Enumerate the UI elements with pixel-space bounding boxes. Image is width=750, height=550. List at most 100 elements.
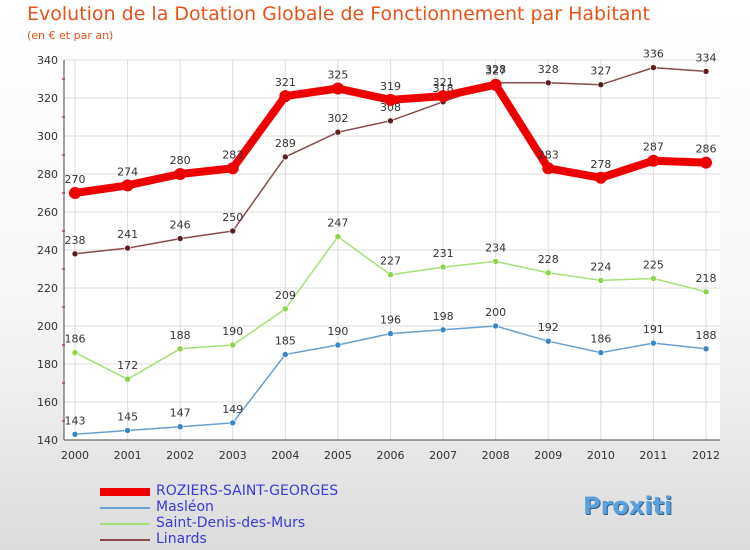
data-point (597, 277, 605, 284)
data-point (282, 153, 289, 161)
data-label: 238 (65, 234, 86, 247)
data-label: 334 (696, 51, 717, 64)
data-label: 198 (433, 310, 454, 323)
data-point (439, 263, 447, 271)
y-tick-label: 200 (37, 320, 58, 333)
legend-swatch (100, 507, 150, 509)
data-label: 172 (117, 359, 138, 372)
data-point (334, 233, 342, 240)
data-label: 147 (170, 407, 191, 420)
y-tick-label: 260 (37, 206, 58, 219)
data-point (492, 258, 499, 265)
data-label: 289 (275, 137, 296, 150)
x-tick-label: 2003 (219, 449, 247, 462)
x-tick-label: 2007 (429, 449, 457, 462)
x-tick-label: 2010 (587, 449, 615, 462)
x-tick-label: 2002 (166, 449, 194, 462)
legend-label: Linards (156, 531, 207, 547)
data-point (544, 269, 552, 277)
data-label: 188 (696, 329, 717, 342)
data-label: 218 (696, 272, 717, 285)
data-point (597, 81, 605, 88)
data-label: 190 (327, 325, 348, 338)
data-point (226, 162, 239, 175)
data-label: 321 (275, 76, 296, 89)
data-label: 186 (590, 333, 611, 346)
data-point (650, 64, 657, 71)
data-point (650, 275, 657, 282)
series-0: 270 274 280 283 321 325 319 321 327 283 278 287 286 (65, 65, 717, 199)
data-point (650, 339, 657, 347)
data-point (124, 244, 131, 252)
data-point (124, 427, 131, 434)
proxiti-logo: Proxiti (583, 492, 673, 520)
data-point (544, 79, 552, 87)
data-label: 270 (65, 173, 86, 186)
data-label: 143 (65, 414, 86, 427)
data-label: 274 (117, 165, 138, 178)
x-tick-label: 2000 (61, 449, 89, 462)
data-label: 149 (222, 403, 243, 416)
legend-swatch (100, 488, 150, 496)
data-point (700, 156, 712, 169)
data-point (702, 288, 710, 296)
data-label: 321 (433, 76, 454, 89)
data-point (594, 171, 607, 184)
y-tick-label: 180 (37, 358, 58, 371)
series-1: 143 145 147 149 185 190 196 198 200 192 186 191 188 (65, 306, 717, 438)
data-label: 308 (380, 101, 401, 114)
y-tick-label: 140 (37, 434, 58, 447)
chart-title: Evolution de la Dotation Globale de Fonc… (27, 3, 650, 25)
data-point (387, 117, 394, 125)
data-label: 231 (433, 247, 454, 260)
data-label: 247 (327, 217, 348, 230)
data-label: 192 (538, 321, 559, 334)
data-point (176, 423, 184, 431)
data-label: 336 (643, 48, 664, 61)
y-tick-label: 300 (37, 130, 58, 143)
y-tick-label: 280 (37, 168, 58, 181)
data-point (542, 162, 555, 175)
data-label: 234 (485, 241, 506, 254)
data-label: 246 (170, 219, 191, 232)
data-label: 280 (170, 154, 191, 167)
data-point (176, 235, 184, 242)
data-label: 278 (590, 158, 611, 171)
data-label: 186 (65, 333, 86, 346)
data-label: 328 (485, 63, 506, 76)
data-label: 227 (380, 255, 401, 268)
data-point (437, 90, 450, 103)
data-label: 287 (643, 141, 664, 154)
legend-swatch (100, 539, 150, 541)
data-point (71, 349, 79, 356)
series-2: 186 172 188 190 209 247 227 231 234 228 224 225 218 (65, 217, 717, 383)
data-point (492, 322, 499, 330)
data-point (331, 82, 344, 95)
x-tick-label: 2008 (482, 449, 510, 462)
legend-label: Masléon (156, 499, 214, 515)
x-tick-label: 2006 (377, 449, 405, 462)
data-label: 283 (538, 148, 559, 161)
legend-swatch (100, 523, 150, 525)
data-point (702, 345, 710, 353)
data-point (702, 68, 710, 75)
data-point (282, 351, 289, 358)
data-label: 328 (538, 63, 559, 76)
data-point (334, 128, 342, 136)
data-point (69, 187, 81, 199)
data-point (597, 349, 605, 356)
data-label: 188 (170, 329, 191, 342)
data-label: 250 (222, 211, 243, 224)
data-point (71, 250, 79, 258)
data-point (384, 93, 397, 106)
x-tick-label: 2005 (324, 449, 352, 462)
data-point (647, 154, 660, 167)
legend-label: Saint-Denis-des-Murs (156, 515, 306, 531)
data-label: 286 (696, 143, 717, 156)
y-tick-label: 340 (37, 54, 58, 67)
x-tick-label: 2011 (639, 449, 667, 462)
x-tick-label: 2001 (114, 449, 142, 462)
data-point (229, 341, 237, 349)
